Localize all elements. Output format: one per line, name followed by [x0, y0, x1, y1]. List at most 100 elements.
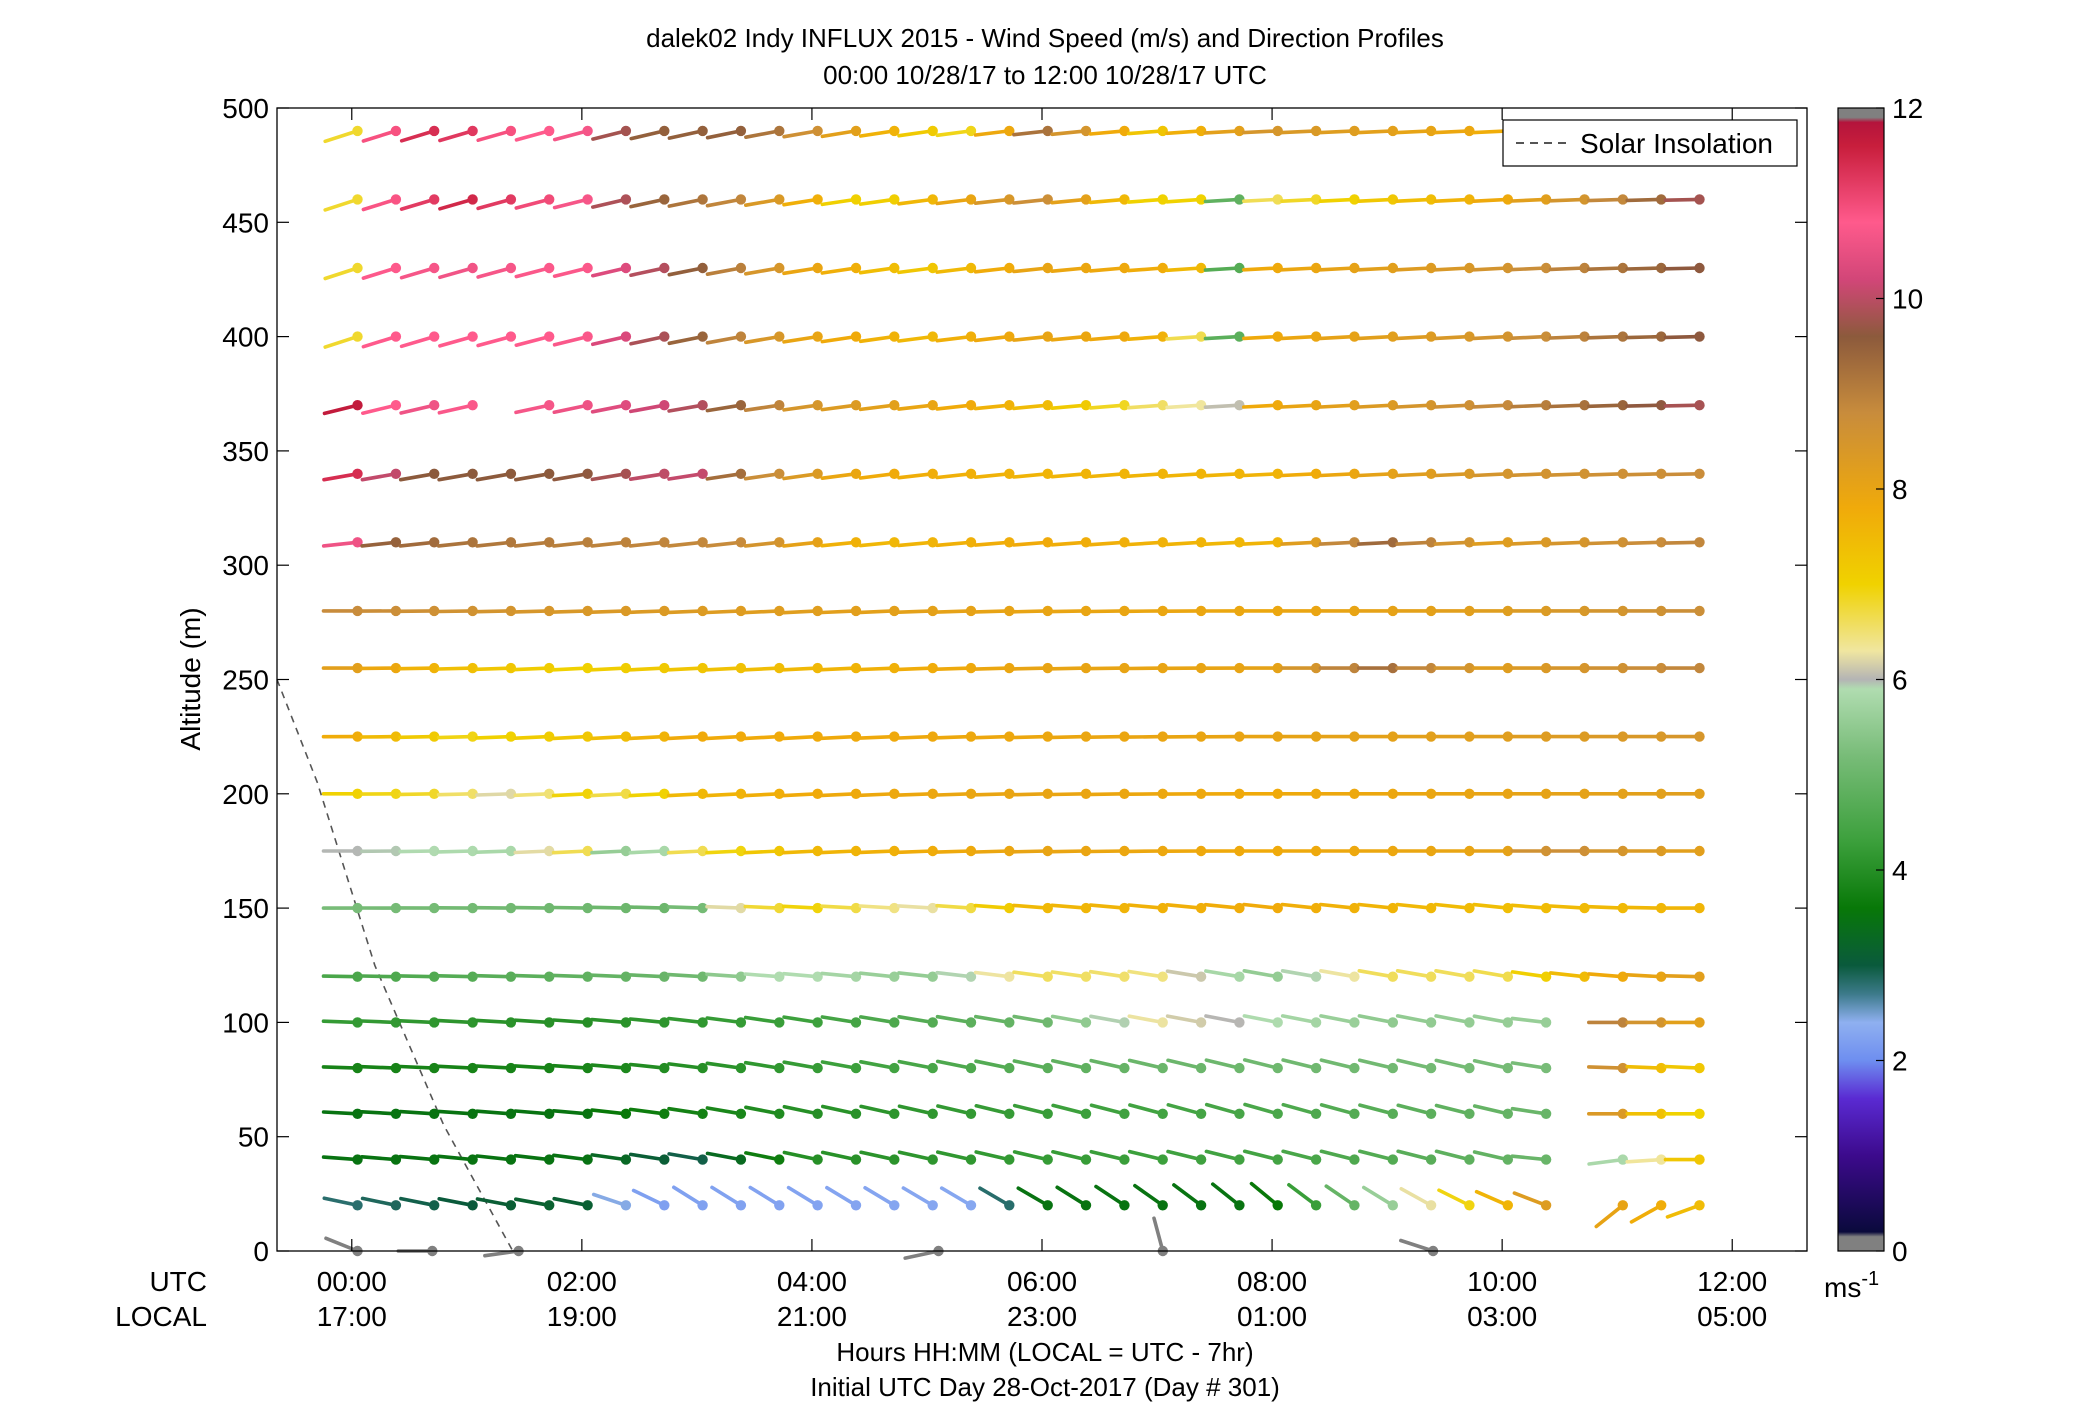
wind-barb [858, 262, 900, 275]
wind-barb [1127, 468, 1168, 479]
wind-barb [1280, 331, 1322, 342]
wind-barb [513, 845, 555, 857]
wind-barb [1587, 1108, 1629, 1120]
wind-barb [1318, 662, 1360, 674]
wind-barb [1165, 605, 1207, 617]
wind-barb [782, 262, 823, 276]
local-tick-label: 23:00 [1007, 1301, 1077, 1332]
wind-barb [1433, 262, 1475, 274]
wind-barb [1510, 845, 1552, 857]
wind-barb [820, 788, 862, 799]
wind-barb [1280, 1014, 1322, 1028]
wind-barb [671, 1185, 708, 1211]
wind-barb [781, 605, 823, 617]
wind-barb [1319, 1058, 1360, 1074]
wind-barb [436, 1017, 478, 1028]
wind-barb [590, 845, 632, 857]
wind-barb [820, 537, 862, 548]
wind-barb [820, 331, 862, 344]
wind-barb [1433, 788, 1475, 799]
wind-barb [1472, 331, 1514, 342]
wind-barb [1548, 971, 1590, 982]
wind-barb [361, 262, 402, 280]
wind-barb [1166, 1103, 1207, 1120]
wind-barb [1434, 1149, 1475, 1165]
wind-barb [705, 1106, 747, 1120]
wind-barb [1088, 788, 1130, 799]
wind-barb [513, 537, 555, 548]
wind-barb [1510, 662, 1552, 674]
wind-barb [935, 331, 977, 343]
wind-barb [1472, 1104, 1514, 1120]
wind-barb [551, 731, 593, 742]
wind-barb [1055, 1185, 1092, 1211]
wind-barb [475, 468, 517, 482]
wind-barb [1203, 468, 1245, 479]
wind-barb [1050, 468, 1092, 479]
wind-barb [1126, 605, 1168, 617]
y-axis: 0 50 100 150 200 250 300 350 400 450 500 [222, 93, 1807, 1267]
local-tick-label: 17:00 [317, 1301, 387, 1332]
wind-barb [552, 468, 593, 482]
wind-barb [1050, 1014, 1092, 1028]
wind-barb [513, 1108, 555, 1120]
wind-barb [1050, 845, 1092, 857]
wind-barb [1203, 331, 1245, 342]
wind-barb [743, 537, 785, 548]
wind-barb [513, 605, 555, 617]
colorbar-tick-label: 10 [1892, 284, 1923, 315]
wind-barb [1319, 1149, 1360, 1165]
wind-barb [399, 125, 440, 143]
wind-barb [551, 1153, 593, 1165]
colorbar-tick-label: 2 [1892, 1046, 1908, 1077]
wind-barb [858, 331, 900, 344]
wind-barb [1548, 331, 1590, 342]
wind-barb [590, 537, 632, 548]
wind-barb [514, 194, 555, 210]
wind-barb [973, 537, 1015, 548]
wind-barb [321, 902, 363, 914]
wind-barb [1280, 468, 1322, 479]
wind-barb [782, 331, 823, 344]
wind-barb [1395, 125, 1437, 137]
wind-barb [1126, 788, 1168, 799]
wind-barb [705, 400, 747, 413]
wind-barb [629, 331, 670, 346]
y-tick-label: 300 [222, 550, 269, 581]
wind-barb [591, 1192, 632, 1211]
wind-barb [1663, 468, 1705, 479]
wind-barb [825, 1185, 862, 1211]
wind-barb [475, 971, 517, 982]
wind-barb [1242, 1014, 1283, 1028]
y-axis-label: Altitude (m) [175, 607, 206, 750]
wind-barb [1548, 731, 1590, 742]
wind-barb [1165, 662, 1207, 674]
wind-barb [710, 1185, 747, 1211]
wind-barb [666, 788, 708, 799]
wind-barb [1625, 537, 1667, 548]
wind-barb [1204, 1102, 1245, 1120]
wind-barb [1088, 969, 1130, 982]
wind-barb [323, 125, 363, 144]
wind-barb [1663, 731, 1705, 742]
wind-barb [667, 400, 708, 413]
wind-barb [1625, 1154, 1667, 1165]
wind-barb [1242, 262, 1283, 274]
wind-barb [475, 662, 517, 674]
wind-barb [1318, 262, 1360, 274]
wind-barb [666, 662, 708, 674]
wind-barb [1357, 1058, 1399, 1074]
wind-barb [820, 662, 862, 674]
wind-barb [360, 1196, 402, 1211]
wind-barb [1625, 331, 1667, 342]
wind-barb [398, 1108, 440, 1120]
y-tick-label: 50 [238, 1122, 269, 1153]
wind-barb [1395, 968, 1437, 982]
local-tick-label: 21:00 [777, 1301, 847, 1332]
wind-barb [1433, 194, 1475, 205]
wind-barb [1587, 605, 1629, 617]
wind-barb [398, 468, 440, 482]
wind-barb [1050, 662, 1092, 674]
wind-barb [1242, 125, 1283, 137]
utc-tick-label: 04:00 [777, 1266, 847, 1297]
